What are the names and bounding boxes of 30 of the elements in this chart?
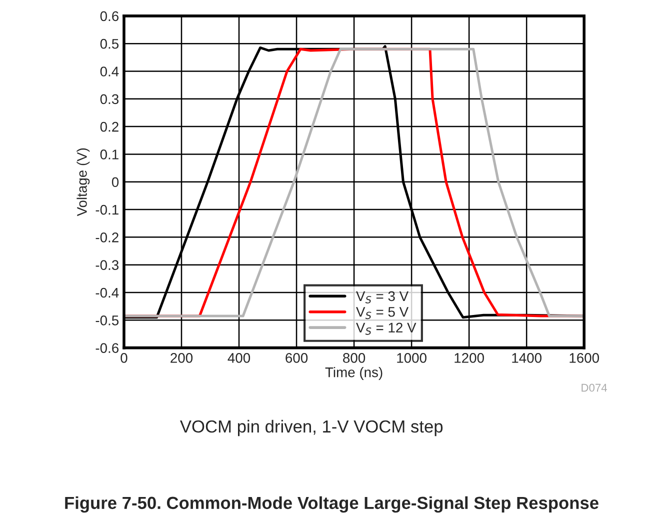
y-axis-title: Voltage (V): [76, 148, 90, 216]
legend-label: V$_{S}$ = 12 V: [356, 322, 416, 335]
x-tick-label: 800: [343, 353, 366, 363]
y-tick-label: -0.2: [96, 232, 118, 242]
y-tick-label: 0.5: [100, 38, 119, 49]
y-tick-label: 0.6: [100, 11, 119, 22]
y-tick-label: 0.4: [100, 66, 119, 76]
legend-label: V$_{S}$ = 5 V: [356, 307, 409, 320]
y-tick-label: -0.3: [96, 260, 119, 270]
x-tick-label: 1600: [570, 353, 600, 363]
x-axis-title: Time (ns): [325, 367, 382, 380]
text: D074: [582, 384, 607, 392]
y-tick-label: -0.6: [96, 343, 119, 353]
text: Figure 7-50. Common-Mode Voltage Large-Signal Step Response: [65, 496, 598, 513]
y-tick-label: -0.5: [96, 315, 119, 326]
text: VOCM pin driven, 1-V VOCM step: [180, 420, 443, 436]
y-tick-label: 0.1: [100, 150, 118, 160]
x-tick-label: 200: [170, 353, 193, 363]
x-tick-label: 0: [120, 353, 128, 363]
y-tick-label: -0.4: [96, 288, 119, 298]
legend-label: V$_{S}$ = 3 V: [356, 291, 409, 304]
x-tick-label: 600: [286, 353, 308, 363]
y-tick-label: 0: [112, 177, 119, 188]
x-tick-label: 1000: [397, 353, 426, 363]
y-tick-label: 0.3: [100, 94, 119, 104]
y-tick-label: 0.2: [100, 122, 118, 132]
x-tick-label: 1200: [454, 353, 484, 363]
x-tick-label: 1400: [512, 353, 542, 363]
x-tick-label: 400: [228, 353, 250, 363]
y-tick-label: -0.1: [96, 204, 118, 215]
